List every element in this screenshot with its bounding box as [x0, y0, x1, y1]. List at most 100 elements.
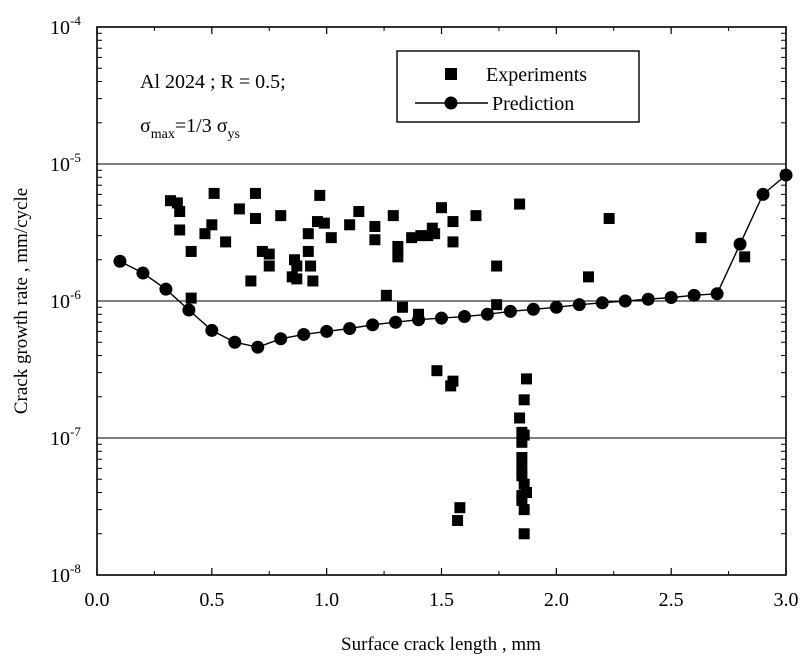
y-tick-label: 10-5 [50, 150, 81, 176]
experiment-point [518, 528, 530, 540]
experiment-point [291, 273, 303, 285]
experiment-point [275, 210, 287, 222]
y-tick-base: 10 [50, 291, 70, 313]
legend-experiments-marker [445, 68, 457, 80]
prediction-point [136, 266, 150, 280]
experiment-point [518, 478, 530, 490]
experiment-point [314, 189, 326, 201]
experiment-point [454, 502, 466, 514]
experiment-point [174, 206, 186, 218]
prediction-points [113, 168, 793, 354]
experiment-point [695, 232, 707, 244]
experiment-point [164, 195, 176, 207]
experiment-point [516, 452, 528, 464]
annotation-line-2: σmax=1/3 σys [140, 115, 240, 142]
experiment-point [518, 504, 530, 516]
x-axis-label: Surface crack length , mm [341, 634, 541, 655]
prediction-point [297, 327, 311, 341]
experiment-point [233, 203, 245, 215]
experiment-point [429, 228, 441, 240]
y-tick-base: 10 [50, 428, 70, 450]
x-tick-label: 1.5 [429, 589, 454, 611]
experiment-point [447, 216, 459, 228]
experiment-point [311, 216, 323, 228]
annotation: Al 2024 ; R = 0.5; σmax=1/3 σys [140, 71, 286, 142]
legend-prediction-label: Prediction [492, 93, 574, 115]
x-tick-label: 2.0 [544, 589, 569, 611]
experiment-point [387, 210, 399, 222]
x-tick-label: 3.0 [774, 589, 799, 611]
experiment-point [516, 462, 528, 474]
annotation-max-subscript: max [151, 127, 175, 142]
experiment-point [249, 213, 261, 225]
experiment-point [369, 220, 381, 232]
experiment-point [520, 373, 532, 385]
prediction-point [641, 292, 655, 306]
experiment-point [256, 245, 268, 257]
experiment-point [516, 494, 528, 506]
experiment-point [452, 514, 464, 526]
prediction-point [457, 310, 471, 324]
annotation-sigma-2: σ [217, 115, 228, 137]
experiment-point [582, 271, 594, 283]
prediction-point [687, 288, 701, 302]
legend: Experiments Prediction [396, 50, 640, 123]
legend-prediction-marker [444, 96, 458, 110]
experiment-point [603, 213, 615, 225]
prediction-point [182, 303, 196, 317]
experiment-point [422, 230, 434, 242]
experiment-point [302, 245, 314, 257]
experiment-point [185, 245, 197, 257]
prediction-point [710, 287, 724, 301]
experiment-point [491, 299, 503, 311]
y-tick-exponent: -8 [70, 561, 81, 576]
y-tick-exponent: -5 [70, 150, 81, 165]
experiment-point [220, 236, 232, 248]
experiment-point [518, 394, 530, 406]
y-tick-label: 10-8 [50, 561, 81, 587]
prediction-point [503, 304, 517, 318]
experiment-point [470, 210, 482, 222]
y-tick-base: 10 [50, 565, 70, 587]
annotation-equals: =1/3 [175, 115, 217, 137]
x-tick-labels: 0.0 0.5 1.0 1.5 2.0 2.5 3.0 [85, 589, 799, 611]
experiment-point [415, 230, 427, 242]
prediction-point [526, 302, 540, 316]
prediction-point [733, 237, 747, 251]
prediction-point [618, 294, 632, 308]
y-tick-label: 10-7 [50, 424, 81, 450]
experiment-point [353, 206, 365, 218]
experiment-point [413, 308, 425, 320]
x-tick-label: 2.5 [659, 589, 684, 611]
experiment-point [380, 289, 392, 301]
legend-box [396, 50, 640, 123]
experiment-point [325, 232, 337, 244]
prediction-point [779, 168, 793, 182]
experiment-point [249, 187, 261, 199]
prediction-point [274, 332, 288, 346]
y-tick-label: 10-4 [50, 13, 81, 39]
experiment-point [447, 236, 459, 248]
experiment-point [392, 240, 404, 252]
prediction-point [366, 318, 380, 332]
prediction-point [343, 321, 357, 335]
prediction-point [228, 335, 242, 349]
experiment-point [263, 248, 275, 260]
experiment-point [344, 219, 356, 231]
experiment-point [392, 251, 404, 263]
experiment-points [164, 187, 751, 540]
x-tick-label: 0.5 [199, 589, 224, 611]
experiment-point [520, 487, 532, 499]
experiment-point [396, 301, 408, 313]
prediction-point [549, 300, 563, 314]
experiment-point [436, 202, 447, 214]
experiment-point [208, 187, 220, 199]
prediction-point [320, 324, 334, 338]
prediction-point [389, 315, 403, 329]
annotation-ys-subscript: ys [228, 127, 240, 142]
experiment-point [307, 275, 319, 287]
y-tick-label: 10-6 [50, 287, 81, 313]
experiment-point [518, 429, 530, 441]
prediction-point [572, 298, 586, 312]
experiment-point [245, 275, 257, 287]
